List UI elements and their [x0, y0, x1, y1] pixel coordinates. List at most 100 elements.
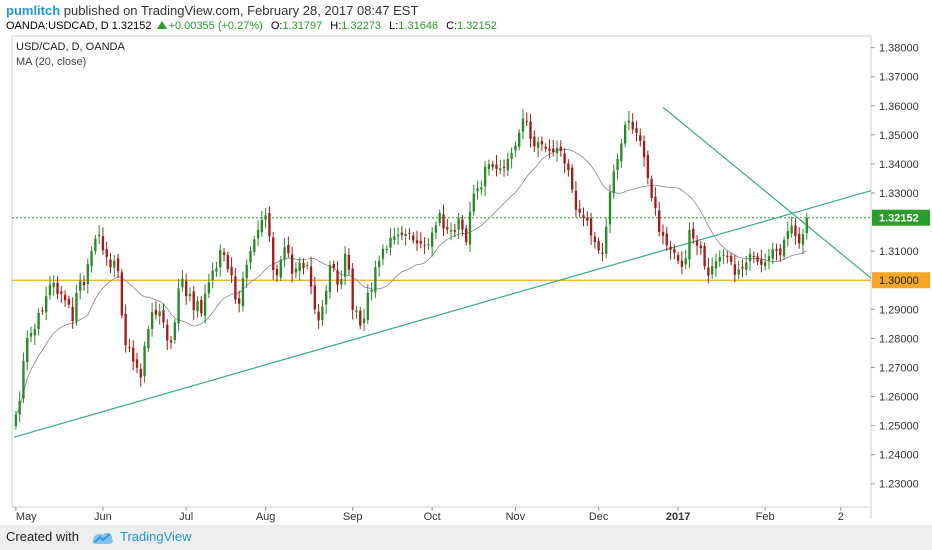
candle-body [268, 213, 271, 237]
candle-body [775, 249, 778, 251]
candle [116, 253, 120, 278]
candle-body [154, 309, 158, 315]
candle [612, 164, 615, 199]
candle [226, 251, 229, 273]
candle [124, 304, 127, 353]
candle [290, 246, 294, 283]
candle [536, 136, 540, 158]
high-value: 1.32273 [341, 20, 382, 32]
tradingview-brand-link[interactable]: TradingView [120, 529, 192, 544]
candle [786, 221, 790, 247]
candle [555, 140, 559, 162]
candle-body [222, 252, 226, 255]
candle [487, 159, 491, 176]
up-arrow-icon [156, 21, 167, 29]
candle [601, 243, 604, 262]
candle-body [601, 252, 604, 254]
candle-body [116, 258, 120, 272]
candle [684, 249, 687, 270]
candle [328, 260, 332, 299]
candle [745, 255, 748, 276]
plot-frame [11, 35, 872, 508]
candle-body [495, 164, 498, 169]
candle-body [56, 282, 59, 294]
candle [377, 255, 381, 277]
candle [627, 111, 631, 131]
candle-body [669, 246, 672, 250]
candle-body [446, 227, 449, 230]
candle [241, 271, 245, 312]
candle [321, 300, 324, 326]
candle [150, 302, 154, 337]
candle-body [476, 188, 479, 192]
candle-body [60, 291, 63, 294]
candle [71, 297, 74, 329]
candle [234, 267, 237, 304]
candle-body [400, 232, 404, 235]
candle-body [128, 347, 131, 349]
candle [203, 284, 207, 324]
candle-body [143, 345, 146, 377]
open-label: O: [270, 20, 283, 32]
candle-body [196, 300, 199, 312]
candle-body [306, 265, 309, 267]
candle-body [101, 236, 105, 251]
candle-body [741, 266, 744, 269]
candle [101, 227, 105, 255]
candle-body [423, 244, 426, 246]
price-chart[interactable]: 1.38000 1.37000 1.36000 1.35000 1.34000 1.330… [0, 0, 932, 525]
candle [570, 164, 574, 193]
candle [680, 251, 684, 275]
candle-body [313, 285, 317, 310]
candle-body [298, 262, 301, 271]
y-tick-label: 1.35000 [879, 130, 919, 142]
y-tick-label: 1.26000 [879, 392, 919, 404]
candle-body [22, 361, 25, 399]
candle [578, 200, 581, 218]
candle-body [351, 268, 354, 310]
candle [548, 139, 551, 159]
candle [412, 231, 415, 244]
candle-body [385, 248, 388, 250]
candle [495, 154, 498, 177]
candle-body [412, 235, 415, 241]
indicator-label: MA (20, close) [16, 56, 86, 68]
author-link[interactable]: pumlitch [6, 3, 61, 18]
candle [703, 242, 706, 270]
candle-body [52, 282, 55, 288]
candle [722, 249, 725, 265]
plot-area [12, 106, 871, 438]
candle-body [381, 248, 385, 259]
candle-body [124, 313, 127, 346]
candle-body [408, 232, 411, 234]
candle [714, 253, 718, 277]
candle [200, 296, 203, 317]
candle [438, 209, 441, 227]
symbol-header: OANDA:USDCAD, D 1.32152 +0.00355 (+0.27%… [6, 20, 497, 32]
candle-body [703, 245, 706, 267]
candle-body [185, 281, 188, 297]
candle [582, 207, 585, 227]
descending-trendline [662, 106, 871, 279]
candle-body [340, 279, 343, 285]
candle [427, 237, 430, 250]
candle [272, 231, 275, 280]
candle-body [434, 225, 438, 233]
candle-body [805, 217, 808, 234]
candle [230, 257, 233, 283]
candle [461, 214, 464, 237]
candle-body [325, 290, 328, 305]
candle-body [480, 187, 483, 190]
candle-body [302, 262, 305, 269]
candle [340, 270, 343, 290]
support-price-badge [872, 272, 930, 289]
candle [506, 152, 510, 176]
x-tick-label: 2017 [666, 511, 690, 523]
candle-body [158, 311, 161, 316]
candle-body [366, 293, 369, 320]
candle-body [502, 167, 506, 169]
candle-body [544, 146, 547, 149]
candle-body [105, 249, 108, 258]
candle-body [567, 163, 570, 171]
candle-body [166, 324, 169, 341]
